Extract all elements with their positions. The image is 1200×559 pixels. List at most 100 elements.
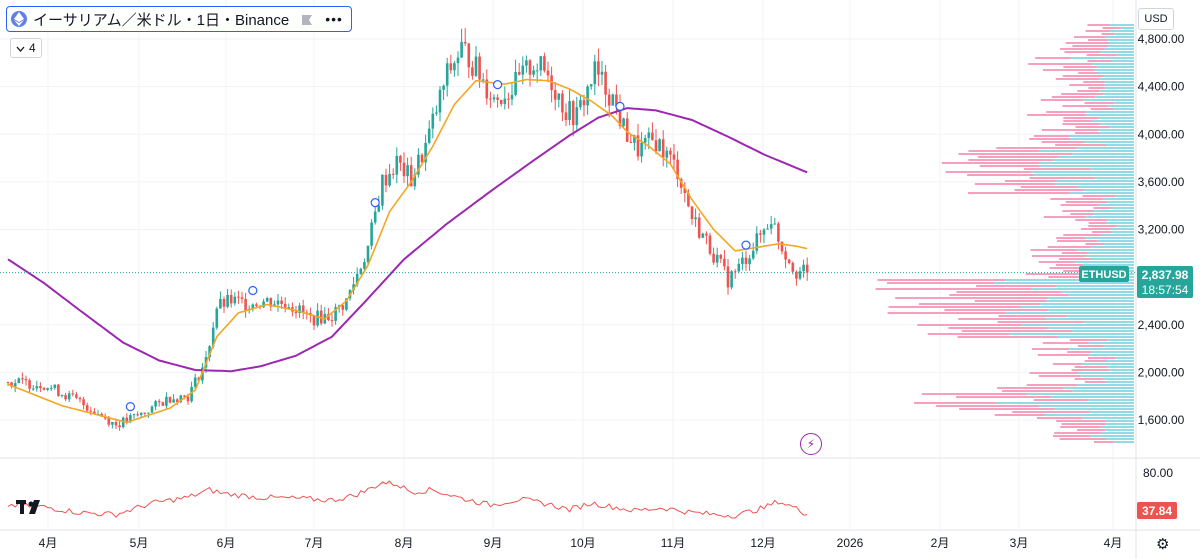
price-tick: 2,400.00 bbox=[1138, 318, 1185, 332]
vp-bar-up bbox=[1107, 339, 1134, 341]
candle-body bbox=[744, 257, 748, 265]
candle-body bbox=[359, 268, 363, 274]
candle-body bbox=[445, 63, 449, 86]
vp-bar-up bbox=[1097, 72, 1134, 74]
vp-bar-up bbox=[1057, 336, 1134, 338]
candle-body bbox=[798, 271, 802, 279]
candle-body bbox=[373, 211, 377, 223]
vp-bar-up bbox=[1039, 162, 1134, 164]
candle-body bbox=[769, 224, 773, 229]
tradingview-logo-icon[interactable] bbox=[16, 496, 52, 522]
candle-body bbox=[553, 90, 557, 100]
candle-body bbox=[334, 307, 337, 321]
event-marker[interactable] bbox=[370, 198, 380, 208]
vp-bar-down bbox=[895, 297, 1048, 299]
event-marker[interactable] bbox=[248, 285, 258, 296]
candle-body bbox=[111, 422, 114, 425]
event-marker[interactable] bbox=[741, 240, 751, 250]
vp-bar-down bbox=[1082, 195, 1116, 197]
vp-bar-down bbox=[1059, 258, 1093, 260]
candle-body bbox=[557, 93, 561, 100]
vp-bar-up bbox=[1070, 138, 1134, 140]
ma-slow-line bbox=[7, 107, 808, 373]
vp-bar-up bbox=[1113, 102, 1134, 104]
vp-bar-up bbox=[1092, 258, 1134, 260]
event-marker[interactable] bbox=[493, 80, 503, 90]
candle-body bbox=[39, 386, 42, 389]
symbol-header[interactable]: イーサリアム／米ドル・1日・Binance ••• bbox=[6, 6, 352, 32]
candle-body bbox=[589, 84, 593, 87]
time-tick: 10月 bbox=[570, 536, 595, 550]
candle-body bbox=[690, 206, 694, 220]
vp-bar-up bbox=[1063, 387, 1134, 389]
candle-body bbox=[211, 327, 215, 347]
candle-body bbox=[399, 156, 402, 163]
time-tick: 6月 bbox=[217, 536, 236, 550]
vp-bar-up bbox=[1098, 78, 1134, 80]
candle-body bbox=[636, 135, 640, 157]
more-options-icon[interactable]: ••• bbox=[325, 11, 343, 27]
candle-body bbox=[154, 401, 157, 407]
vp-bar-down bbox=[1040, 99, 1084, 101]
currency-selector[interactable]: USD bbox=[1138, 8, 1174, 30]
vp-bar-up bbox=[1109, 126, 1134, 128]
event-marker[interactable] bbox=[615, 101, 625, 111]
candle-body bbox=[532, 70, 535, 75]
vp-bar-up bbox=[1058, 156, 1134, 158]
vp-bar-up bbox=[1109, 30, 1134, 32]
time-tick: 12月 bbox=[750, 536, 775, 550]
event-marker[interactable] bbox=[125, 402, 135, 412]
candle-body bbox=[715, 254, 719, 263]
candle-body bbox=[766, 228, 769, 230]
settings-gear-icon[interactable]: ⚙ bbox=[1156, 536, 1170, 553]
lightning-icon[interactable]: ⚡ bbox=[800, 433, 822, 455]
candle-body bbox=[737, 263, 741, 272]
candle-body bbox=[669, 150, 672, 155]
vp-bar-up bbox=[1038, 405, 1134, 407]
vp-bar-down bbox=[1101, 33, 1115, 35]
vp-bar-down bbox=[1059, 48, 1105, 50]
vp-bar-up bbox=[1098, 129, 1134, 131]
candle-body bbox=[107, 418, 111, 425]
vp-bar-down bbox=[1075, 126, 1110, 128]
vp-bar-down bbox=[1030, 249, 1077, 251]
vp-bar-down bbox=[948, 327, 1047, 329]
vp-bar-up bbox=[1080, 375, 1134, 377]
vp-bar-up bbox=[1083, 99, 1134, 101]
indicators-toggle[interactable]: 4 bbox=[10, 38, 42, 58]
candle-body bbox=[676, 159, 679, 179]
price-axis[interactable]: 4,800.00 4,400.00 4,000.00 3,600.00 3,200.00… bbox=[1138, 32, 1185, 427]
vp-bar-down bbox=[1047, 246, 1091, 248]
vp-bar-up bbox=[1097, 66, 1134, 68]
vp-bar-down bbox=[1084, 381, 1107, 383]
candle-body bbox=[427, 128, 431, 143]
candle-body bbox=[283, 304, 287, 309]
vp-bar-up bbox=[1099, 204, 1134, 206]
candle-body bbox=[64, 395, 67, 400]
vp-bar-down bbox=[1087, 357, 1115, 359]
candle-body bbox=[489, 98, 492, 100]
time-axis[interactable]: 4月 5月 6月 7月 8月 9月 10月 11月 12月 2026 2月 3月 4月 bbox=[39, 536, 1123, 550]
vp-bar-down bbox=[1088, 39, 1108, 41]
vp-bar-up bbox=[1026, 393, 1134, 395]
candle-body bbox=[165, 396, 168, 406]
candle-body bbox=[75, 394, 78, 398]
vp-bar-up bbox=[1109, 369, 1134, 371]
vp-bar-up bbox=[1069, 192, 1134, 194]
price-tick: 1,600.00 bbox=[1138, 413, 1185, 427]
flag-icon[interactable] bbox=[301, 13, 313, 25]
vp-bar-up bbox=[1091, 351, 1134, 353]
vp-bar-up bbox=[1046, 327, 1134, 329]
vp-bar-down bbox=[945, 171, 1031, 173]
ethereum-icon bbox=[11, 11, 27, 27]
vp-bar-down bbox=[1093, 441, 1115, 443]
candle-body bbox=[741, 257, 744, 264]
vp-bar-down bbox=[1063, 66, 1098, 68]
candle-body bbox=[773, 223, 777, 225]
candle-body bbox=[611, 94, 615, 106]
vp-bar-down bbox=[1062, 210, 1094, 212]
vp-bar-up bbox=[1039, 303, 1134, 305]
candle-body bbox=[780, 241, 784, 252]
vp-bar-up bbox=[1107, 105, 1134, 107]
